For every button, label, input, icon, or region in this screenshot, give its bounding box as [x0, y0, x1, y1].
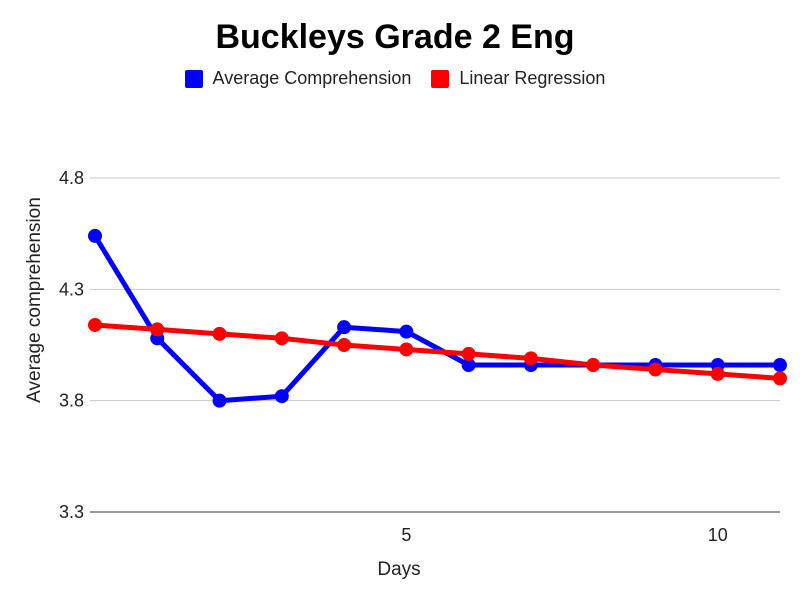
y-tick-label: 3.8	[59, 391, 84, 411]
series-line-average-comprehension	[92, 233, 783, 404]
legend-item-linear-regression: Linear Regression	[431, 68, 605, 89]
series-line-linear-regression	[92, 322, 783, 381]
y-tick-label: 3.3	[59, 502, 84, 522]
data-point-average-comprehension	[212, 393, 227, 408]
data-point-average-comprehension	[399, 324, 414, 339]
data-point-linear-regression	[274, 331, 289, 346]
data-point-linear-regression	[337, 338, 352, 352]
x-axis-title: Days	[377, 559, 420, 580]
legend-item-average-comprehension: Average Comprehension	[184, 68, 412, 89]
data-point-linear-regression	[88, 317, 102, 332]
data-point-linear-regression	[150, 322, 165, 337]
data-point-linear-regression	[710, 366, 725, 381]
x-tick-label: 5	[401, 525, 411, 545]
x-tick-label: 10	[708, 525, 728, 545]
legend: Average Comprehension Linear Regression	[0, 68, 790, 89]
data-point-linear-regression	[212, 326, 227, 341]
data-point-average-comprehension	[773, 358, 787, 373]
data-point-average-comprehension	[88, 228, 102, 243]
y-tick-label: 4.8	[59, 168, 84, 188]
data-point-linear-regression	[461, 346, 476, 361]
data-point-linear-regression	[773, 371, 787, 386]
data-point-linear-regression	[523, 351, 538, 366]
data-point-average-comprehension	[337, 320, 352, 335]
legend-label-linear-regression: Linear Regression	[459, 68, 606, 88]
legend-swatch-blue	[184, 69, 203, 88]
y-axis-title: Average comprehension	[24, 197, 45, 403]
legend-swatch-red	[431, 69, 450, 88]
y-tick-label: 4.3	[59, 279, 84, 299]
data-point-linear-regression	[586, 358, 601, 373]
data-point-average-comprehension	[274, 389, 289, 404]
legend-label-average-comprehension: Average Comprehension	[212, 68, 412, 88]
data-point-linear-regression	[399, 342, 414, 357]
data-point-average-comprehension	[461, 358, 476, 373]
chart-title: Buckleys Grade 2 Eng	[215, 18, 575, 56]
data-point-linear-regression	[648, 362, 663, 377]
